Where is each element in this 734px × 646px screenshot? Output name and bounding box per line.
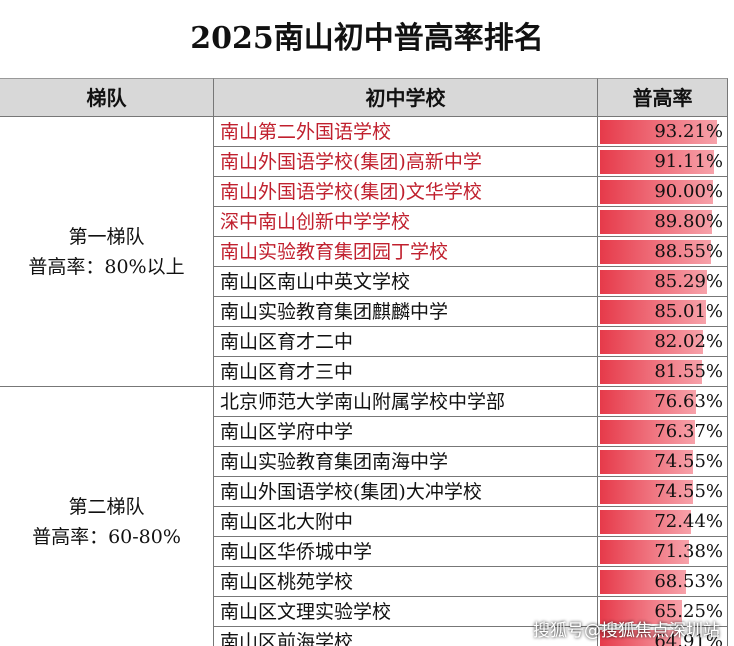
rate-cell: 89.80% — [597, 207, 728, 237]
rate-bar — [600, 420, 696, 444]
rate-cell: 91.11% — [597, 147, 728, 177]
school-name: 南山实验教育集团南海中学 — [213, 447, 597, 477]
rate-bar — [600, 330, 703, 354]
rate-bar — [600, 600, 682, 624]
header-tier: 梯队 — [0, 78, 213, 117]
rate-cell: 76.63% — [597, 387, 728, 417]
rate-bar — [600, 540, 690, 564]
rate-bar — [600, 150, 714, 174]
rate-label: 89.80% — [654, 211, 723, 232]
rate-label: 72.44% — [654, 511, 723, 532]
rate-cell: 68.53% — [597, 567, 728, 597]
rate-bar — [600, 360, 702, 384]
rate-cell: 85.01% — [597, 297, 728, 327]
school-name: 南山区南山中英文学校 — [213, 267, 597, 297]
rate-label: 81.55% — [654, 361, 723, 382]
rate-cell: 74.55% — [597, 477, 728, 507]
school-name: 深中南山创新中学学校 — [213, 207, 597, 237]
school-name: 南山区北大附中 — [213, 507, 597, 537]
rate-label: 91.11% — [654, 151, 723, 172]
tier-cell: 第一梯队普高率：80%以上 — [0, 117, 213, 387]
rate-label: 90.00% — [654, 181, 723, 202]
rate-label: 82.02% — [654, 331, 723, 352]
rate-bar — [600, 570, 686, 594]
school-name: 南山区学府中学 — [213, 417, 597, 447]
rate-bar — [600, 390, 696, 414]
school-name: 南山实验教育集团麒麟中学 — [213, 297, 597, 327]
rate-label: 93.21% — [654, 121, 723, 142]
rate-bar — [600, 210, 713, 234]
rate-cell: 82.02% — [597, 327, 728, 357]
rate-bar — [600, 300, 707, 324]
school-name: 南山第二外国语学校 — [213, 117, 597, 147]
school-name: 南山外国语学校(集团)大冲学校 — [213, 477, 597, 507]
rate-label: 85.29% — [654, 271, 723, 292]
rate-cell: 74.55% — [597, 447, 728, 477]
rate-bar — [600, 240, 711, 264]
rate-bar — [600, 270, 707, 294]
school-name: 南山外国语学校(集团)高新中学 — [213, 147, 597, 177]
tier-rate: 普高率：60-80% — [32, 525, 181, 548]
school-name: 南山区桃苑学校 — [213, 567, 597, 597]
rate-label: 65.25% — [654, 601, 723, 622]
rate-label: 85.01% — [654, 301, 723, 322]
tier-name: 第二梯队 — [68, 495, 145, 518]
rate-label: 71.38% — [654, 541, 723, 562]
school-name: 南山外国语学校(集团)文华学校 — [213, 177, 597, 207]
rate-bar — [600, 630, 682, 646]
rate-cell: 64.91% — [597, 627, 728, 646]
rate-label: 88.55% — [654, 241, 723, 262]
rate-label: 68.53% — [654, 571, 723, 592]
school-name: 南山区育才二中 — [213, 327, 597, 357]
rate-label: 64.91% — [654, 631, 723, 646]
rate-cell: 85.29% — [597, 267, 728, 297]
rate-bar — [600, 120, 717, 144]
rate-label: 76.37% — [654, 421, 723, 442]
school-name: 南山实验教育集团园丁学校 — [213, 237, 597, 267]
school-name: 南山区文理实验学校 — [213, 597, 597, 627]
rate-cell: 71.38% — [597, 537, 728, 567]
header-school: 初中学校 — [213, 78, 597, 117]
school-name: 南山区华侨城中学 — [213, 537, 597, 567]
school-name: 北京师范大学南山附属学校中学部 — [213, 387, 597, 417]
rate-label: 76.63% — [654, 391, 723, 412]
rate-cell: 76.37% — [597, 417, 728, 447]
rate-label: 74.55% — [654, 451, 723, 472]
rate-cell: 90.00% — [597, 177, 728, 207]
rate-cell: 88.55% — [597, 237, 728, 267]
rate-bar — [600, 450, 694, 474]
school-name: 南山区前海学校 — [213, 627, 597, 646]
tier-cell: 第二梯队普高率：60-80% — [0, 387, 213, 646]
rate-label: 74.55% — [654, 481, 723, 502]
tier-rate: 普高率：80%以上 — [28, 255, 185, 278]
rate-cell: 93.21% — [597, 117, 728, 147]
watermark: 搜狐号@搜狐焦点深圳站 — [533, 621, 720, 641]
rate-bar — [600, 510, 691, 534]
title: 2025南山初中普高率排名 — [190, 21, 544, 56]
rate-cell: 81.55% — [597, 357, 728, 387]
rate-cell: 65.25% — [597, 597, 728, 627]
header-rate: 普高率 — [597, 78, 728, 117]
school-name: 南山区育才三中 — [213, 357, 597, 387]
rate-cell: 72.44% — [597, 507, 728, 537]
tier-name: 第一梯队 — [68, 225, 145, 248]
rate-bar — [600, 180, 713, 204]
rate-bar — [600, 480, 694, 504]
